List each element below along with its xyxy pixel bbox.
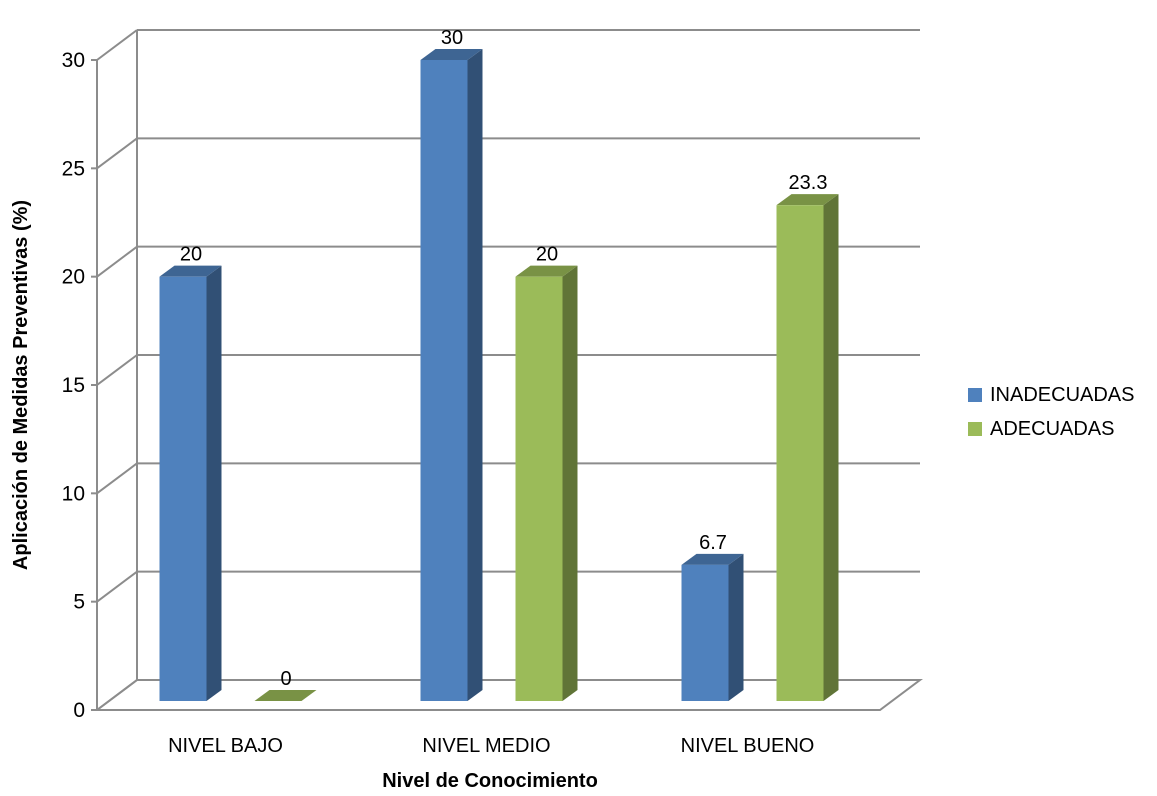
x-axis-title: Nivel de Conocimiento bbox=[382, 770, 598, 792]
data-label: 30 bbox=[441, 27, 463, 49]
legend-swatch-adecuadas bbox=[968, 422, 982, 436]
y-tick-label: 30 bbox=[62, 49, 85, 72]
bars bbox=[159, 49, 839, 701]
y-axis-title: Aplicación de Medidas Preventivas (%) bbox=[10, 200, 32, 570]
data-label: 0 bbox=[280, 668, 291, 690]
x-tick-label: NIVEL MEDIO bbox=[422, 735, 550, 757]
data-label: 23.3 bbox=[789, 172, 828, 194]
bar-inadecuadas-nivel-bajo bbox=[159, 265, 222, 701]
legend-item-adecuadas: ADECUADAS bbox=[968, 412, 1134, 446]
x-tick-label: NIVEL BUENO bbox=[681, 735, 815, 757]
data-label: 20 bbox=[536, 244, 558, 266]
gridline bbox=[96, 29, 920, 61]
y-tick-label: 25 bbox=[62, 157, 85, 180]
legend-item-inadecuadas: INADECUADAS bbox=[968, 378, 1134, 412]
data-labels: 20 0 30 20 6.7 23.3 bbox=[180, 27, 828, 690]
gridline bbox=[96, 137, 920, 170]
y-tick-label: 0 bbox=[73, 699, 85, 722]
y-axis: 0 5 10 15 20 25 30 NIVEL BAJO NIVEL MEDIO NIVEL B… bbox=[62, 49, 815, 757]
x-tick-label: NIVEL BAJO bbox=[168, 735, 283, 757]
chart-floor bbox=[94, 679, 923, 711]
bar-inadecuadas-nivel-bueno bbox=[681, 553, 744, 701]
legend-swatch-inadecuadas bbox=[968, 388, 982, 402]
bar-adecuadas-nivel-bajo bbox=[254, 690, 317, 701]
data-label: 6.7 bbox=[699, 532, 727, 554]
legend: INADECUADAS ADECUADAS bbox=[968, 378, 1134, 446]
legend-label-inadecuadas: INADECUADAS bbox=[990, 383, 1135, 406]
bar-adecuadas-nivel-bueno bbox=[776, 194, 839, 701]
y-tick-label: 15 bbox=[62, 374, 85, 397]
legend-label-adecuadas: ADECUADAS bbox=[990, 417, 1115, 440]
y-tick-label: 10 bbox=[62, 482, 85, 505]
y-tick-label: 20 bbox=[62, 266, 85, 289]
bar-inadecuadas-nivel-medio bbox=[420, 49, 483, 701]
y-tick-label: 5 bbox=[73, 591, 85, 614]
bar-adecuadas-nivel-medio bbox=[515, 265, 578, 701]
data-label: 20 bbox=[180, 244, 202, 266]
